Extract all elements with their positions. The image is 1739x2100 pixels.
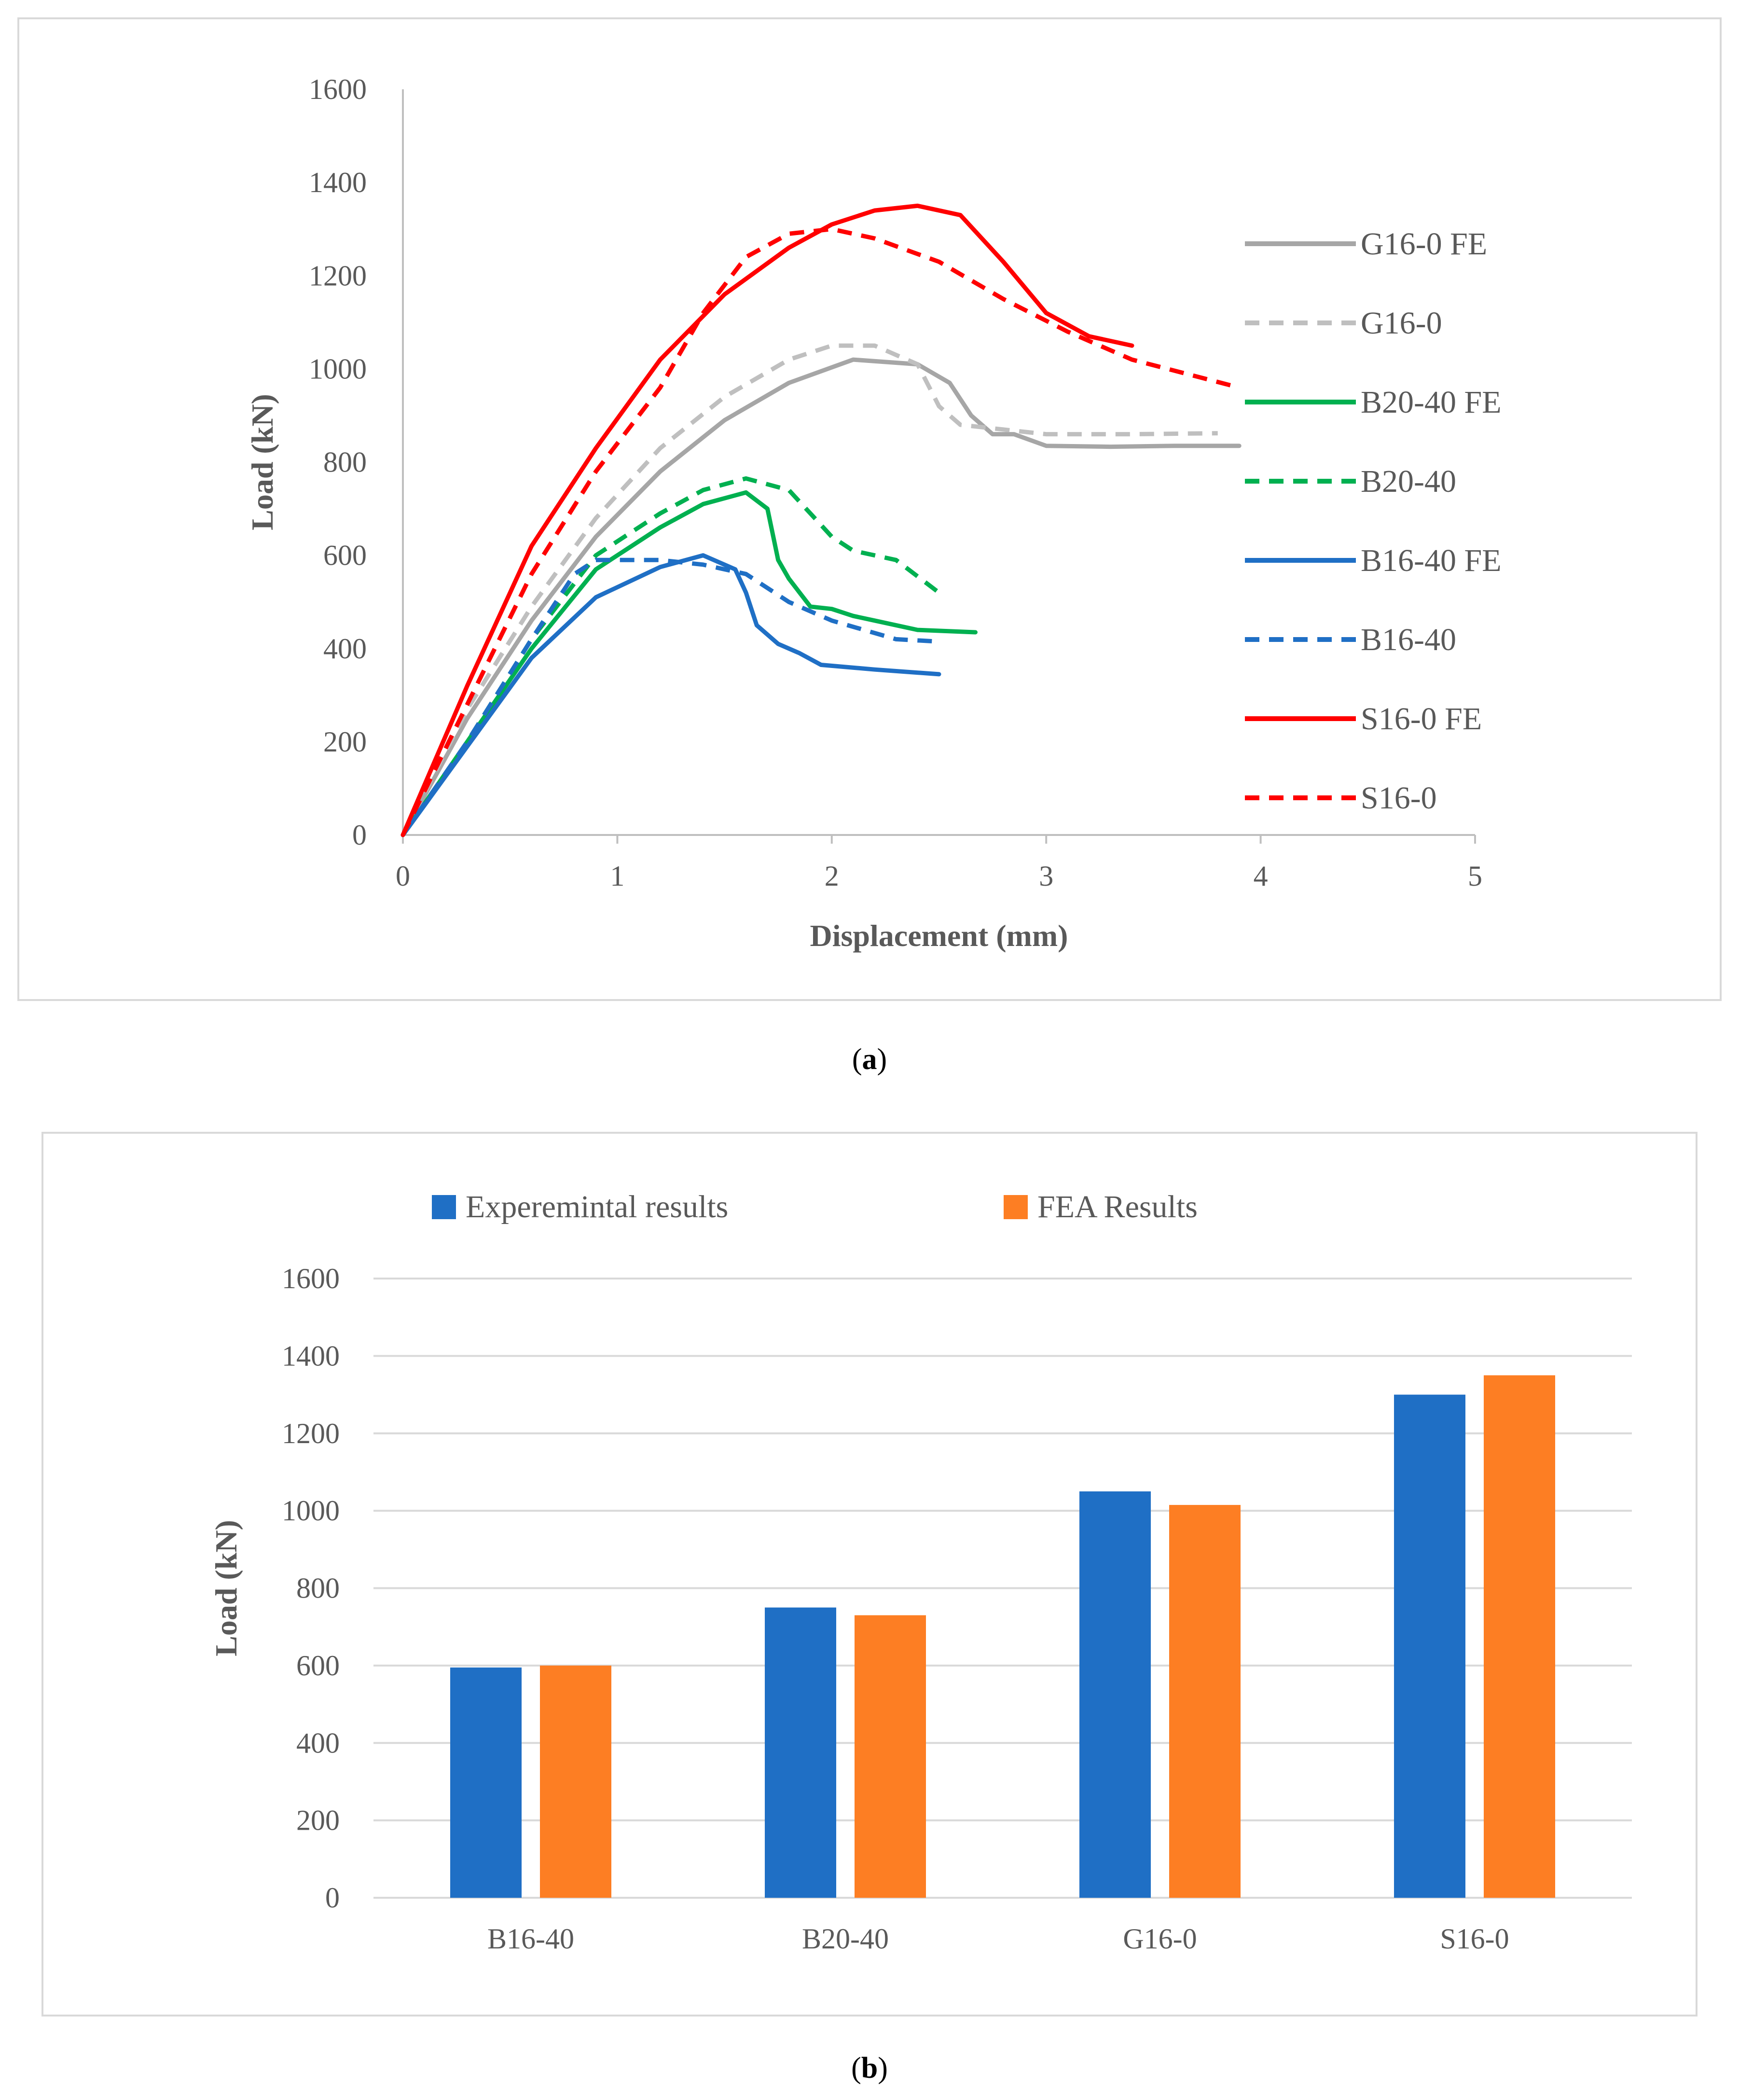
y-tick-label: 600: [323, 540, 367, 571]
legend-swatch: [1004, 1195, 1028, 1219]
legend-label: G16-0: [1361, 306, 1442, 341]
x-tick-label: 1: [610, 860, 624, 892]
x-tick-label: B16-40: [487, 1923, 574, 1955]
legend-swatch: [432, 1195, 456, 1219]
caption-a-label: a: [862, 1043, 877, 1076]
x-tick-label: G16-0: [1123, 1923, 1197, 1955]
y-tick-label: 200: [296, 1805, 340, 1836]
bar-fea-b20-40: [855, 1615, 926, 1898]
series-line-s16-0: [400, 227, 1240, 836]
bar-fea-b16-40: [540, 1665, 611, 1898]
series-line-g16-0: [400, 343, 1218, 836]
legend-label: FEA Results: [1037, 1189, 1198, 1224]
bar-experimental-g16-0: [1079, 1491, 1151, 1898]
legend-label: B16-40: [1361, 622, 1456, 657]
bar-chart-svg: 0 200 400 600 800 1000 1200 1400 1600 Load (kN) B1…: [209, 1189, 1632, 1955]
x-tick-label: 4: [1254, 860, 1268, 892]
y-tick-label: 0: [325, 1882, 340, 1914]
x-tick-label: 5: [1468, 860, 1482, 892]
y-tick-label: 0: [352, 819, 367, 851]
caption-b-label: b: [861, 2052, 878, 2085]
y-tick-label: 800: [323, 446, 367, 478]
x-tick-label: S16-0: [1440, 1923, 1509, 1955]
series-line-b16-40-fe: [400, 553, 941, 837]
legend-label: B20-40 FE: [1361, 385, 1502, 420]
caption-b: (b): [851, 2052, 888, 2085]
bar-fea-g16-0: [1169, 1505, 1241, 1898]
legend-label: B16-40 FE: [1361, 543, 1502, 578]
series-line-g16-0-fe: [400, 357, 1242, 837]
x-tick-label: 0: [396, 860, 410, 892]
y-tick-label: 1000: [282, 1495, 340, 1527]
y-axis-title: Load (kN): [209, 1520, 243, 1656]
chart-a-frame: 0 200 400 600 800 1000 1200 1400 1600 0 1 2 3 4 5 Displ…: [17, 17, 1722, 1001]
x-tick-label: 3: [1039, 860, 1053, 892]
series-line-s16-0-fe: [400, 203, 1134, 837]
legend-label: S16-0: [1361, 780, 1437, 816]
x-tick-label: B20-40: [802, 1923, 889, 1955]
y-tick-label: 1200: [282, 1418, 340, 1449]
y-tick-label: 600: [296, 1650, 340, 1682]
series-line-b20-40-fe: [400, 490, 978, 837]
legend-label: Experemintal results: [466, 1189, 728, 1224]
y-tick-label: 1600: [309, 73, 367, 105]
series-line-b16-40: [401, 557, 939, 836]
y-axis-title: Load (kN): [245, 394, 279, 530]
bar-experimental-s16-0: [1394, 1394, 1465, 1898]
y-tick-label: 1400: [309, 167, 367, 198]
x-axis-title: Displacement (mm): [810, 918, 1068, 953]
series-line-b20-40: [401, 476, 940, 836]
y-tick-label: 400: [296, 1727, 340, 1759]
legend-label: S16-0 FE: [1361, 701, 1482, 737]
bar-experimental-b16-40: [450, 1667, 522, 1898]
legend-label: G16-0 FE: [1361, 226, 1487, 262]
line-chart-svg: 0 200 400 600 800 1000 1200 1400 1600 0 1 2 3 4 5 Displ…: [245, 73, 1502, 953]
y-tick-label: 1000: [309, 353, 367, 385]
y-tick-label: 400: [323, 633, 367, 665]
bar-experimental-b20-40: [765, 1607, 836, 1898]
caption-a: (a): [852, 1043, 887, 1076]
y-tick-label: 800: [296, 1572, 340, 1604]
chart-b-frame: 0 200 400 600 800 1000 1200 1400 1600 Load (kN) B1…: [41, 1132, 1698, 2017]
y-tick-label: 1400: [282, 1340, 340, 1372]
y-tick-label: 1200: [309, 260, 367, 292]
y-tick-label: 200: [323, 726, 367, 758]
x-tick-label: 2: [825, 860, 839, 892]
bar-fea-s16-0: [1484, 1375, 1555, 1898]
legend-label: B20-40: [1361, 464, 1456, 499]
y-tick-label: 1600: [282, 1263, 340, 1294]
